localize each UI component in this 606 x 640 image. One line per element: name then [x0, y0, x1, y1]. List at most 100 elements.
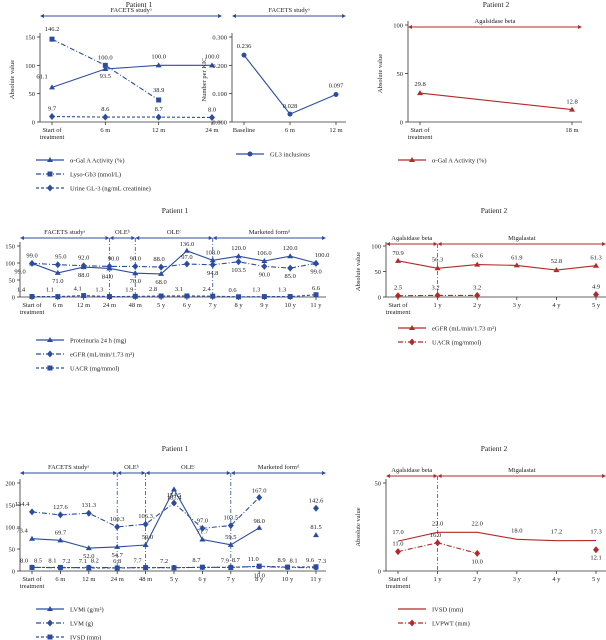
series-line [398, 543, 596, 554]
y-tick-label: 0 [12, 295, 15, 302]
data-point [102, 62, 108, 68]
data-point [171, 564, 177, 570]
data-point [29, 535, 35, 541]
data-label: 8.2 [91, 557, 99, 564]
x-tick-label: 7 y [209, 302, 218, 309]
data-label: 4.9 [592, 284, 600, 291]
data-point [474, 261, 481, 267]
data-point [142, 520, 149, 528]
legend-label: Urine GL-3 (ng/mL creatinine) [70, 186, 151, 193]
legend-label: IVSD (mm) [432, 607, 463, 614]
data-label: 1.1 [46, 287, 54, 294]
series-line [419, 92, 573, 111]
data-label: 8.1 [48, 557, 56, 564]
phase-label: FACETS studyᵃ [110, 7, 151, 14]
data-point [155, 62, 162, 68]
series-line [51, 115, 213, 119]
data-point [235, 258, 242, 266]
x-tick-label: Start of treatment [408, 127, 433, 141]
data-point [313, 259, 319, 267]
data-point [256, 494, 263, 502]
data-label: 2.8 [149, 286, 157, 293]
phase-label: Agalsidase beta [475, 18, 516, 25]
data-label: 100.0 [205, 53, 220, 60]
x-tick-label: Start of treatment [40, 127, 65, 141]
data-label: 61.3 [590, 255, 601, 262]
legend-label: UACR (mg/mmol) [70, 366, 119, 373]
phase-label: OLEᵇ [115, 229, 130, 236]
data-point [156, 97, 162, 103]
x-tick-label: 8 y [234, 302, 243, 309]
phase-arrowhead-right [226, 471, 231, 475]
data-label: 2.4 [203, 286, 212, 293]
legend-marker [409, 325, 415, 330]
data-label: 52.8 [551, 258, 562, 265]
data-label: 7.1 [79, 558, 87, 565]
data-label: 106.3 [138, 513, 153, 520]
data-label: 106.0 [257, 250, 272, 257]
data-label: 6.8 [113, 558, 121, 565]
data-label: 17.3 [590, 529, 601, 536]
legend-label: LVPWT (mm) [432, 621, 470, 628]
phase-arrowhead-right [602, 474, 606, 478]
x-tick-label: 6 y [183, 302, 192, 309]
data-label: 12.8 [566, 99, 577, 106]
data-point [313, 292, 319, 298]
data-label: 38.9 [153, 87, 164, 94]
y-tick-label: 0.000 [212, 120, 227, 127]
data-point [313, 565, 319, 571]
y-axis-label: Absolute value [377, 54, 384, 93]
data-label: 7.9 [221, 558, 229, 565]
data-point [132, 293, 138, 299]
data-point [184, 293, 190, 299]
data-label: 154.5 [167, 492, 182, 499]
phase-arrowhead-left [212, 236, 217, 240]
x-tick-label: 48 m [139, 576, 152, 583]
data-point [155, 113, 162, 121]
chart-panel-p1-row2: Patient 1 FACETS studyᵃ OLEᵇ OLEᶜ Marketed f… [5, 206, 329, 373]
series-line [31, 294, 317, 298]
data-point [49, 113, 55, 121]
phase-arrowhead-right [208, 236, 213, 240]
phase-arrowhead-left [437, 474, 442, 478]
data-point [158, 270, 165, 276]
data-point [474, 291, 481, 299]
phase-arrowhead-right [322, 236, 326, 240]
data-label: 29.8 [414, 81, 425, 88]
data-label: 73.4 [16, 528, 28, 535]
data-label: 8.9 [278, 557, 286, 564]
data-label: 7.3 [318, 558, 326, 565]
data-label: 17.0 [392, 529, 403, 536]
phase-arrowhead-right [322, 471, 326, 475]
phase-arrowhead-right [578, 25, 582, 29]
x-tick-label: 2 y [473, 302, 482, 309]
y-tick-label: 150 [5, 244, 15, 251]
phase-label: FACETS studyᵃ [268, 7, 309, 14]
data-point [287, 294, 293, 300]
y-axis-label: Number per KIC [201, 57, 208, 101]
y-tick-label: 0 [12, 569, 15, 576]
data-label: 71.7 [197, 528, 209, 535]
series-line [398, 295, 596, 296]
data-label: 12.1 [590, 555, 601, 562]
legend-marker [47, 606, 53, 611]
data-label: 8.7 [232, 557, 241, 564]
phase-arrowhead-left [386, 242, 390, 246]
data-label: 100.3 [110, 516, 125, 523]
data-label: 99.0 [310, 268, 321, 275]
data-label: 167.0 [252, 488, 267, 495]
x-tick-label: Start of treatment [386, 576, 411, 590]
data-label: 16.0 [430, 532, 441, 539]
x-tick-label: 5 y [170, 576, 179, 583]
data-point [235, 253, 242, 259]
data-label: 7.2 [62, 558, 70, 565]
data-label: 84.0 [102, 273, 113, 280]
phase-label: Agalsidase beta [391, 235, 432, 242]
data-label: 2.5 [394, 285, 402, 292]
data-label: 93.5 [100, 73, 111, 80]
data-point [183, 260, 190, 268]
data-point [57, 565, 63, 571]
chart-title: Patient 2 [481, 206, 508, 215]
